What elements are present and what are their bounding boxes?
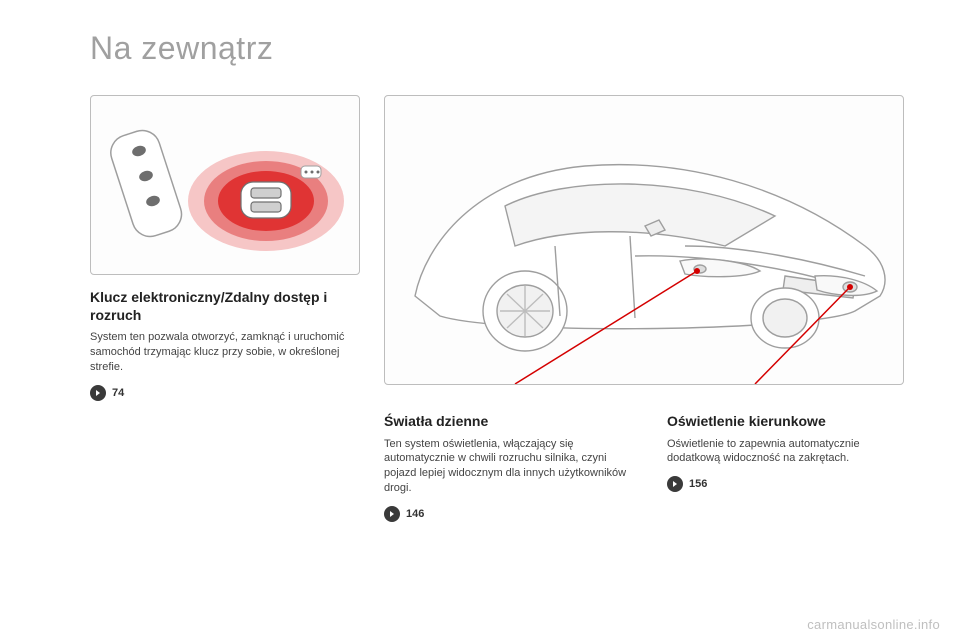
key-body: System ten pozwala otworzyć, zamknąć i u… bbox=[90, 330, 350, 375]
directional-ref: 156 bbox=[667, 476, 910, 492]
key-ref-num: 74 bbox=[112, 387, 124, 399]
directional-ref-num: 156 bbox=[689, 478, 707, 490]
key-illustration bbox=[90, 95, 360, 275]
watermark: carmanualsonline.info bbox=[807, 617, 940, 632]
daylights-body: Ten system oświetlenia, włączający się a… bbox=[384, 437, 627, 496]
manual-page: Na zewnątrz bbox=[0, 0, 960, 640]
right-column: Światła dzienne Ten system oświetlenia, … bbox=[384, 95, 910, 555]
daylights-ref: 146 bbox=[384, 506, 627, 522]
key-svg bbox=[91, 96, 360, 275]
car-svg bbox=[385, 96, 904, 385]
daylights-ref-num: 146 bbox=[406, 508, 424, 520]
ref-arrow-icon bbox=[667, 476, 683, 492]
directional-block: Oświetlenie kierunkowe Oświetlenie to za… bbox=[667, 399, 910, 522]
directional-body: Oświetlenie to zapewnia automatycznie do… bbox=[667, 437, 910, 467]
bottom-sections: Światła dzienne Ten system oświetlenia, … bbox=[384, 399, 910, 522]
daylights-heading: Światła dzienne bbox=[384, 413, 627, 431]
key-heading: Klucz elektroniczny/Zdalny dostęp i rozr… bbox=[90, 289, 360, 324]
key-ref: 74 bbox=[90, 385, 360, 401]
directional-heading: Oświetlenie kierunkowe bbox=[667, 413, 910, 431]
content-row: Klucz elektroniczny/Zdalny dostęp i rozr… bbox=[90, 95, 910, 555]
page-title: Na zewnątrz bbox=[90, 30, 910, 67]
left-column: Klucz elektroniczny/Zdalny dostęp i rozr… bbox=[90, 95, 360, 555]
car-illustration bbox=[384, 95, 904, 385]
ref-arrow-icon bbox=[384, 506, 400, 522]
daylights-block: Światła dzienne Ten system oświetlenia, … bbox=[384, 399, 627, 522]
ref-arrow-icon bbox=[90, 385, 106, 401]
